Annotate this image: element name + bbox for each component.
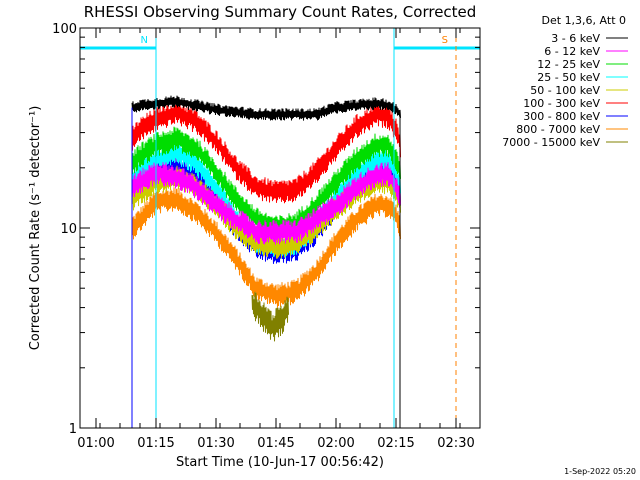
legend-label: 12 - 25 keV xyxy=(537,58,600,71)
series-line-7000-15000-kev xyxy=(251,291,289,342)
series-layer xyxy=(131,95,401,428)
axes: 01:00 01:15 01:30 01:45 02:00 02:15 02:30 1 10 10… xyxy=(52,22,481,451)
x-tick-label: 01:15 xyxy=(137,436,174,451)
legend-label: 3 - 6 keV xyxy=(551,32,600,45)
legend-label: 25 - 50 keV xyxy=(537,71,600,84)
x-tick-label: 02:30 xyxy=(437,436,474,451)
y-tick-label: 1 xyxy=(69,422,77,437)
x-tick-label: 01:30 xyxy=(197,436,234,451)
x-tick-label: 02:00 xyxy=(317,436,354,451)
y-tick-label: 100 xyxy=(52,22,77,37)
footer-timestamp: 1-Sep-2022 05:20 xyxy=(564,467,636,476)
legend-header: Det 1,3,6, Att 0 xyxy=(542,14,626,27)
chart-title: RHESSI Observing Summary Count Rates, Co… xyxy=(84,3,477,21)
series-line-800-7000-kev xyxy=(131,187,401,308)
marker-n-label: N xyxy=(141,35,148,46)
series-line-12-25-kev xyxy=(131,126,401,240)
x-tick-label: 01:00 xyxy=(77,436,114,451)
legend-label: 300 - 800 keV xyxy=(523,110,600,123)
legend-label: 50 - 100 keV xyxy=(530,84,600,97)
series-line-100-300-kev xyxy=(131,100,401,204)
y-axis-label: Corrected Count Rate (s⁻¹ detector⁻¹) xyxy=(28,106,43,351)
marker-s-label: S xyxy=(442,35,448,46)
legend-label: 7000 - 15000 keV xyxy=(502,136,600,149)
series-line-3-6-kev xyxy=(131,95,401,121)
legend-label: 800 - 7000 keV xyxy=(516,123,600,136)
x-tick-label: 02:15 xyxy=(377,436,414,451)
x-tick-label: 01:45 xyxy=(257,436,294,451)
y-tick-label: 10 xyxy=(60,222,77,237)
legend-label: 100 - 300 keV xyxy=(523,97,600,110)
x-axis-label: Start Time (10-Jun-17 00:56:42) xyxy=(176,455,384,470)
series-line-6-12-kev xyxy=(131,162,401,245)
legend-label: 6 - 12 keV xyxy=(544,45,600,58)
